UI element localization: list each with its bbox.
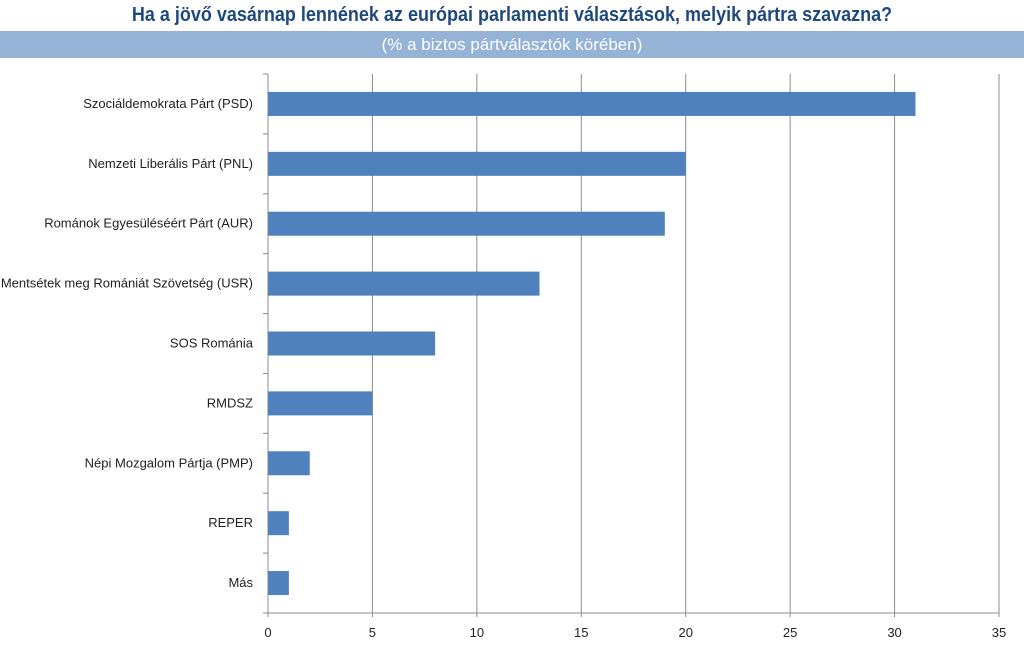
- category-label: RMDSZ: [207, 395, 253, 410]
- bar: [268, 211, 665, 236]
- category-label: Mentsétek meg Romániát Szövetség (USR): [1, 276, 253, 291]
- bar: [268, 271, 540, 296]
- category-label: SOS Románia: [170, 336, 254, 351]
- bar: [268, 91, 916, 116]
- chart-title: Ha a jövő vasárnap lennének az európai p…: [131, 4, 893, 26]
- x-tick-label: 10: [470, 625, 484, 640]
- bar: [268, 151, 686, 176]
- bar: [268, 391, 373, 416]
- category-label: Más: [228, 575, 253, 590]
- subtitle-band: (% a biztos pártválasztók körében): [0, 31, 1024, 58]
- x-tick-label: 20: [678, 625, 692, 640]
- category-label: Népi Mozgalom Pártja (PMP): [85, 455, 253, 470]
- x-tick-label: 15: [574, 625, 588, 640]
- x-tick-label: 5: [369, 625, 376, 640]
- x-tick-label: 0: [264, 625, 271, 640]
- bar: [268, 511, 289, 536]
- bar: [268, 331, 436, 356]
- x-tick-label: 35: [992, 625, 1006, 640]
- category-label: Románok Egyesüléséért Párt (AUR): [44, 216, 253, 231]
- chart-subtitle: (% a biztos pártválasztók körében): [381, 35, 643, 54]
- category-label: REPER: [208, 515, 253, 530]
- x-tick-label: 25: [783, 625, 797, 640]
- bar: [268, 571, 289, 596]
- category-label: Nemzeti Liberális Párt (PNL): [88, 156, 253, 171]
- category-label: Szociáldemokrata Párt (PSD): [83, 96, 253, 111]
- x-tick-label: 30: [887, 625, 901, 640]
- bar: [268, 451, 310, 476]
